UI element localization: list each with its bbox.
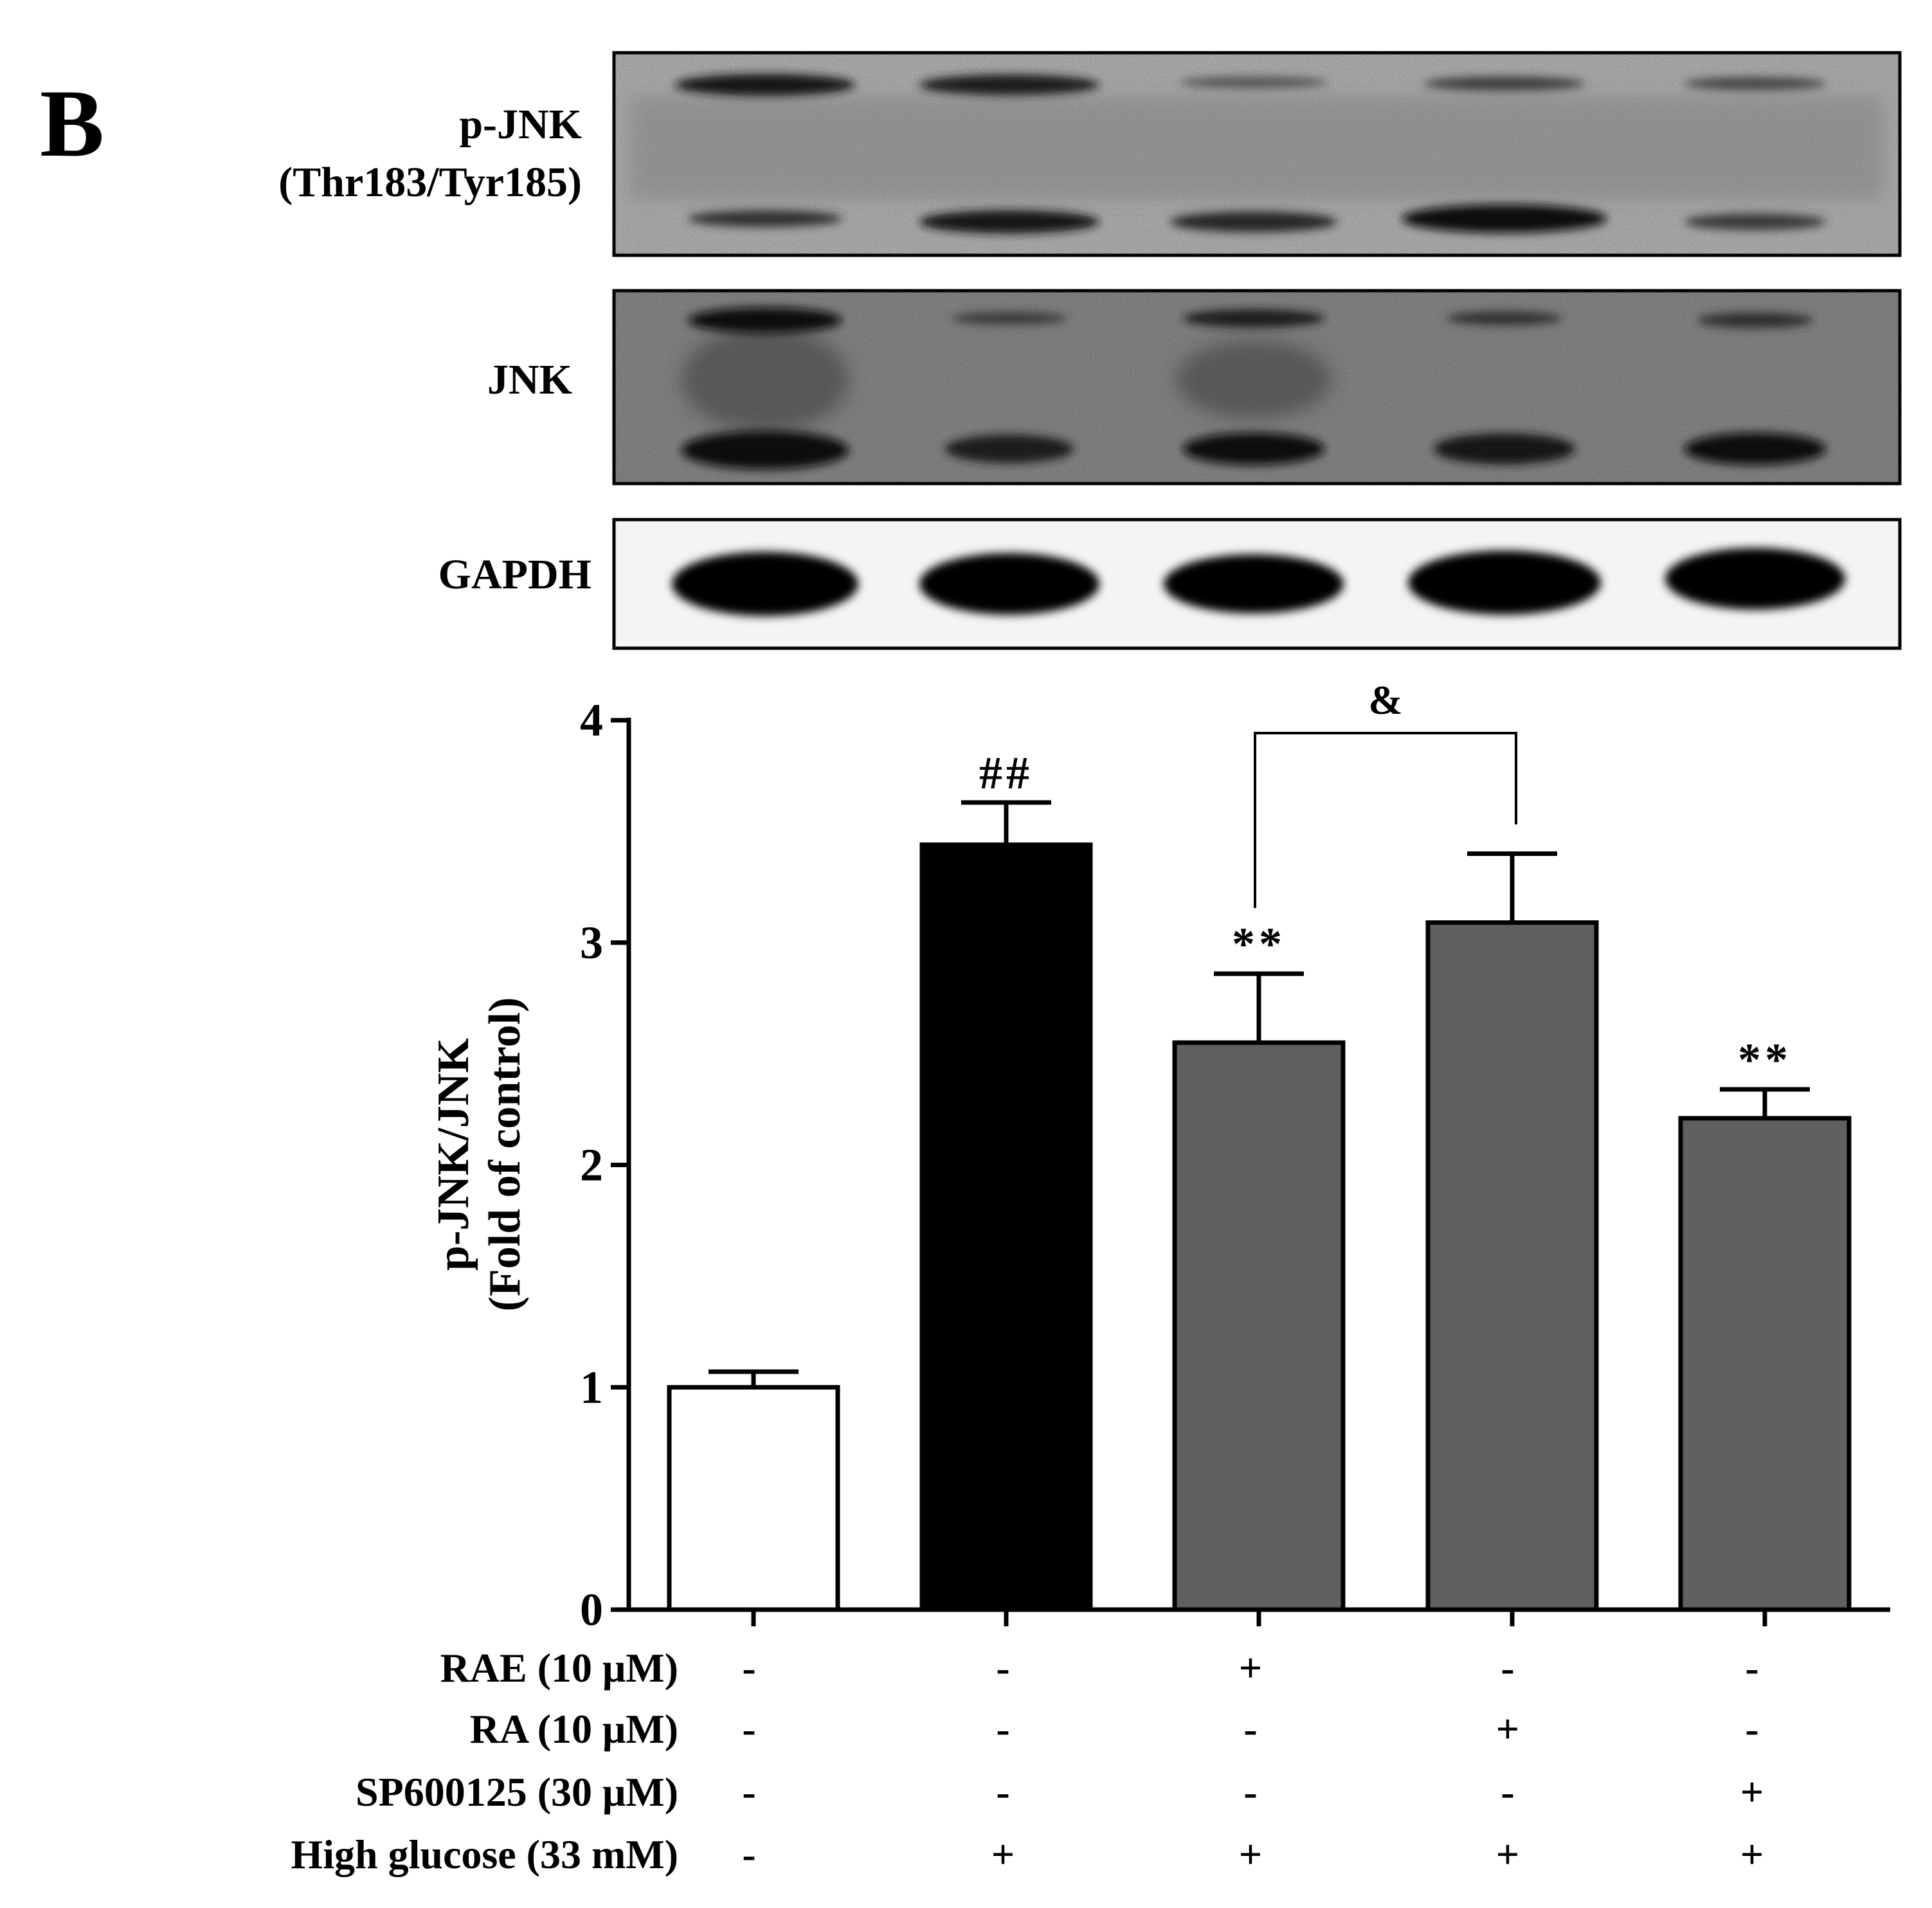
- condition-value: -: [742, 1769, 755, 1815]
- blot-gapdh-frame: [612, 518, 1902, 650]
- condition-value: +: [1496, 1831, 1519, 1877]
- band: [1164, 554, 1344, 613]
- band: [1684, 77, 1826, 90]
- condition-value: -: [1501, 1645, 1514, 1691]
- band: [945, 435, 1074, 463]
- condition-value: -: [1501, 1769, 1514, 1815]
- condition-value: +: [991, 1831, 1015, 1877]
- blot-gapdh: GAPDH: [438, 518, 1902, 650]
- band: [1424, 77, 1585, 91]
- condition-value: -: [996, 1706, 1009, 1752]
- condition-table: RAE (10 μM) - - + - - RA (10 μM) - - - + - SP600125 …: [291, 1645, 1764, 1877]
- condition-value: -: [742, 1645, 755, 1691]
- blot-label-p-jnk-line1: p-JNK: [459, 101, 582, 148]
- blot-jnk-bands-lower: [682, 431, 1826, 469]
- y-axis-title-line1: p-JNK/JNK: [429, 1038, 478, 1271]
- y-axis-ticks: 0 1 2 3 4: [580, 695, 629, 1635]
- band: [919, 210, 1099, 233]
- condition-value: +: [1239, 1645, 1262, 1691]
- band: [1684, 214, 1826, 230]
- bar: [1678, 1116, 1852, 1612]
- blot-p-jnk-bands-lower: [688, 204, 1826, 233]
- condition-value: +: [1239, 1831, 1262, 1877]
- bars: [667, 800, 1852, 1612]
- condition-value: -: [996, 1645, 1009, 1691]
- blot-label-jnk: JNK: [487, 356, 572, 403]
- blot-label-p-jnk-line2: (Thr183/Tyr185): [278, 159, 582, 206]
- x-axis-ticks: [751, 1610, 1767, 1626]
- blot-label-gapdh: GAPDH: [438, 551, 591, 598]
- condition-value: -: [996, 1769, 1009, 1815]
- band: [1684, 433, 1826, 465]
- bar-chart: p-JNK/JNK (Fold of control) 0 1 2 3 4 ## ** **…: [291, 677, 1890, 1877]
- blot-p-jnk: p-JNK (Thr183/Tyr185): [278, 51, 1902, 257]
- band: [1447, 311, 1562, 325]
- comparison-bracket: &: [1254, 677, 1517, 908]
- y-axis-title-line2: (Fold of control): [480, 997, 530, 1312]
- bar: [1425, 920, 1599, 1612]
- blot-p-jnk-frame: [612, 51, 1902, 257]
- bracket-line: [1254, 732, 1517, 908]
- band: [1170, 212, 1337, 232]
- blot-gapdh-bands: [672, 548, 1845, 616]
- condition-value: -: [1243, 1706, 1257, 1752]
- condition-value: +: [1740, 1769, 1764, 1815]
- condition-label: RA (10 μM): [470, 1706, 678, 1752]
- band: [1697, 313, 1813, 328]
- y-tick-label: 4: [580, 695, 603, 746]
- band: [688, 307, 842, 333]
- band: [672, 552, 858, 616]
- band: [919, 75, 1099, 95]
- band: [1434, 433, 1575, 464]
- condition-label: RAE (10 μM): [440, 1645, 678, 1691]
- condition-value: -: [1745, 1645, 1758, 1691]
- condition-label: SP600125 (30 μM): [356, 1769, 678, 1815]
- band: [1183, 433, 1324, 465]
- band: [682, 431, 849, 469]
- condition-value: -: [1745, 1706, 1758, 1752]
- band: [952, 312, 1067, 325]
- condition-value: -: [1243, 1769, 1257, 1815]
- band: [688, 210, 842, 227]
- y-tick-label: 3: [580, 917, 603, 968]
- blot-p-jnk-smear: [630, 96, 1884, 199]
- bar: [667, 1385, 840, 1612]
- y-tick-label: 2: [580, 1140, 603, 1191]
- condition-label: High glucose (33 mM): [291, 1831, 678, 1877]
- blot-p-jnk-bands-upper: [675, 74, 1826, 96]
- blot-jnk: JNK: [487, 289, 1902, 486]
- bar: [919, 842, 1093, 1612]
- band: [919, 553, 1099, 615]
- band: [1180, 77, 1328, 88]
- condition-value: -: [742, 1831, 755, 1877]
- bracket-label: &: [1368, 677, 1402, 723]
- y-axis-title: p-JNK/JNK (Fold of control): [429, 997, 530, 1312]
- band: [1665, 548, 1845, 610]
- significance-annotations: ## ** **: [979, 747, 1792, 1086]
- blot-jnk-frame: [612, 289, 1902, 486]
- blot-jnk-smear: [682, 328, 1331, 431]
- band: [1402, 204, 1607, 233]
- bar: [1172, 1040, 1346, 1612]
- condition-value: +: [1496, 1706, 1519, 1752]
- band: [675, 74, 855, 96]
- y-tick-label: 0: [580, 1584, 603, 1635]
- panel-label: B: [40, 70, 104, 177]
- significance-mark: **: [1738, 1034, 1792, 1086]
- condition-value: +: [1740, 1831, 1764, 1877]
- y-tick-label: 1: [580, 1361, 603, 1413]
- significance-mark: **: [1232, 918, 1286, 970]
- blot-jnk-bands-upper: [688, 307, 1813, 333]
- significance-mark: ##: [979, 747, 1033, 799]
- band: [1408, 550, 1601, 615]
- condition-value: -: [742, 1706, 755, 1752]
- band: [1183, 309, 1324, 327]
